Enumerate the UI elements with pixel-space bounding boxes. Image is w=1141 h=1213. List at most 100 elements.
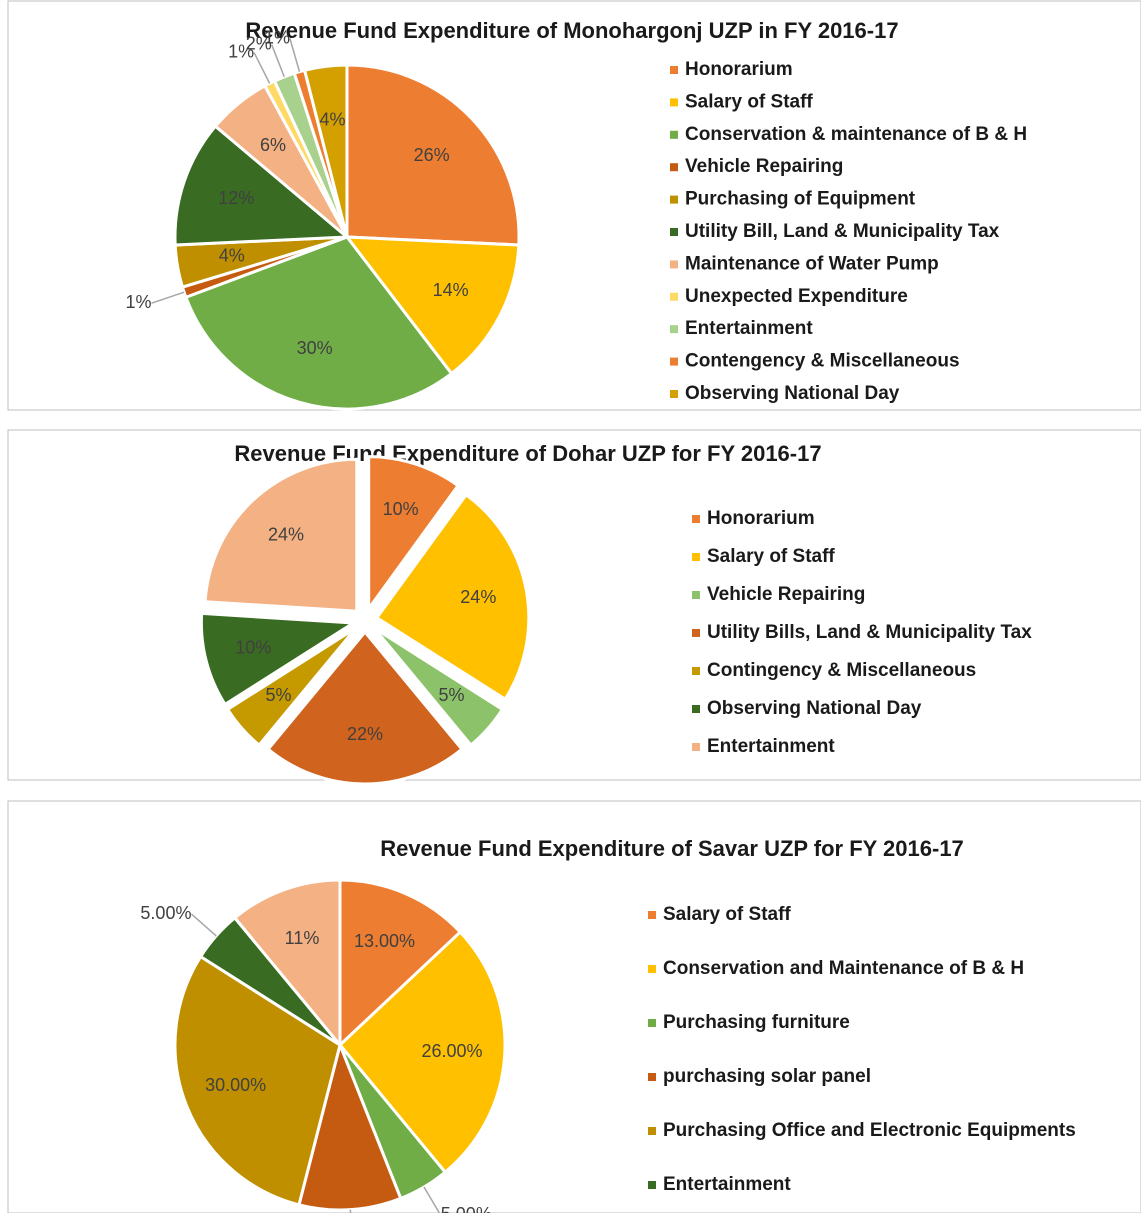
data-label: 6% — [260, 135, 286, 155]
pie-slice — [173, 124, 351, 247]
legend-swatch — [670, 98, 678, 107]
legend-swatch — [648, 1019, 656, 1027]
pie-slice — [225, 626, 358, 748]
pie-slice — [173, 954, 342, 1207]
data-label: 24% — [460, 587, 496, 607]
data-label: 1% — [264, 27, 290, 47]
legend-label: Purchasing of Equipment — [685, 189, 916, 210]
pie-slice — [232, 878, 342, 1050]
legend-swatch — [670, 163, 678, 172]
data-label: 12% — [218, 188, 254, 208]
legend-label: Honorarium — [685, 59, 793, 80]
legend-label: Honorarium — [707, 508, 815, 529]
legend-swatch — [692, 667, 700, 675]
data-label: 5% — [265, 685, 291, 705]
legend-label: Utility Bill, Land & Municipality Tax — [685, 221, 1000, 242]
panel — [7, 429, 1141, 781]
data-label: 13.00% — [354, 931, 415, 951]
data-label: 26% — [414, 145, 450, 165]
legend-swatch — [692, 591, 700, 599]
chart-title: Revenue Fund Expenditure of Savar UZP fo… — [380, 836, 964, 861]
legend-label: Purchasing furniture — [663, 1012, 850, 1033]
panel — [7, 800, 1141, 1213]
legend-label: Salary of Staff — [707, 546, 835, 567]
legend-label: Salary of Staff — [663, 904, 791, 925]
pie-slice — [372, 626, 505, 748]
leader-line — [253, 52, 271, 84]
legend-swatch — [670, 66, 678, 74]
data-label: 10% — [383, 499, 419, 519]
leader-line — [289, 38, 301, 72]
legend-label: Contengency & Miscellaneous — [685, 351, 960, 372]
legend-label: purchasing solar panel — [663, 1066, 871, 1087]
panel — [7, 0, 1141, 411]
legend-swatch — [648, 1181, 656, 1189]
pie-slice — [183, 235, 454, 411]
data-label: 4% — [319, 110, 345, 130]
leader-line — [151, 291, 185, 304]
legend-label: Contingency & Miscellaneous — [707, 660, 976, 681]
legend-label: Observing National Day — [707, 698, 922, 719]
legend-swatch — [692, 629, 700, 637]
legend-label: Conservation and Maintenance of B & H — [663, 958, 1024, 979]
legend-swatch — [692, 553, 700, 561]
legend-label: Vehicle Repairing — [685, 156, 843, 177]
leader-line — [271, 44, 285, 78]
data-label: 22% — [347, 724, 383, 744]
data-label: 5.00% — [140, 903, 191, 923]
legend-swatch — [670, 260, 678, 269]
legend-swatch — [670, 292, 678, 301]
pie-slice — [302, 63, 349, 238]
data-label: 11% — [285, 928, 320, 948]
legend-swatch — [648, 911, 656, 919]
legend-swatch — [670, 357, 678, 366]
legend-swatch — [670, 130, 678, 139]
legend-label: Maintenance of Water Pump — [685, 253, 939, 274]
legend-swatch — [692, 515, 700, 523]
legend-label: Vehicle Repairing — [707, 584, 865, 605]
legend-label: Conservation & maintenance of B & H — [685, 124, 1027, 145]
legend-swatch — [670, 325, 678, 334]
pie-slice — [203, 457, 359, 613]
legend-label: Entertainment — [685, 318, 813, 339]
pie-slice — [265, 629, 465, 786]
legend-swatch — [648, 1073, 656, 1081]
data-label: 2% — [246, 34, 272, 54]
data-label: 10% — [235, 637, 271, 657]
legend-swatch — [670, 390, 678, 398]
legend-swatch — [692, 705, 700, 713]
legend-swatch — [670, 228, 678, 236]
data-label: 26.00% — [421, 1041, 482, 1061]
pie-slice — [337, 929, 507, 1175]
data-label: 5.00% — [441, 1204, 492, 1213]
legend-label: Observing National Day — [685, 383, 900, 404]
leader-line — [190, 913, 217, 937]
chart-title: Revenue Fund Expenditure of Monohargonj … — [245, 18, 898, 43]
data-label: 1% — [125, 292, 151, 312]
data-label: 4% — [219, 246, 245, 266]
pie-slice — [374, 492, 531, 702]
leader-line — [423, 1186, 441, 1213]
data-label: 24% — [268, 525, 304, 545]
legend-swatch — [670, 195, 678, 204]
legend-swatch — [648, 965, 656, 973]
legend-label: Entertainment — [663, 1174, 791, 1195]
data-label: 14% — [433, 280, 469, 300]
legend-label: Utility Bills, Land & Municipality Tax — [707, 622, 1032, 643]
pie-slice — [199, 611, 359, 707]
legend-swatch — [648, 1127, 656, 1135]
pie-slice — [343, 235, 521, 376]
pie-slice — [367, 455, 461, 614]
data-label: 5% — [439, 685, 465, 705]
legend-label: Entertainment — [707, 736, 835, 757]
legend-label: Salary of Staff — [685, 91, 813, 112]
legend-label: Unexpected Expenditure — [685, 286, 908, 307]
data-label: 30% — [297, 338, 333, 358]
data-label: 1% — [228, 41, 254, 61]
data-label: 30.00% — [205, 1075, 266, 1095]
pie-slice — [338, 878, 463, 1049]
pie-slice — [345, 63, 521, 247]
legend-label: Purchasing Office and Electronic Equipme… — [663, 1120, 1076, 1141]
legend-swatch — [692, 743, 700, 751]
